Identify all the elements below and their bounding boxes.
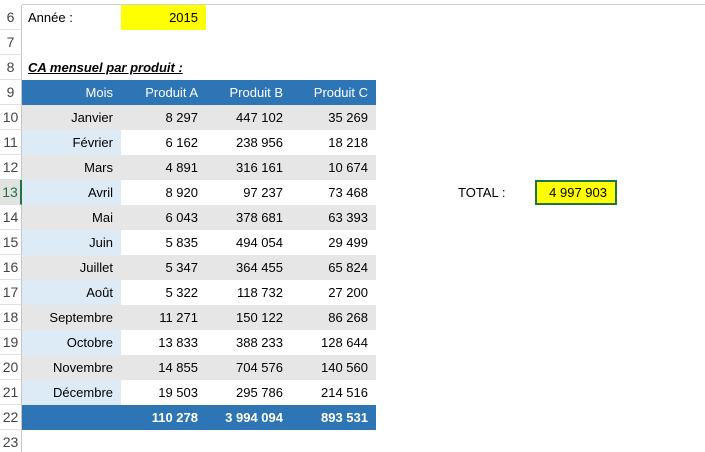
row-number[interactable]: 8 bbox=[0, 55, 22, 80]
value-cell[interactable]: 10 674 bbox=[291, 155, 376, 180]
value-cell[interactable]: 18 218 bbox=[291, 130, 376, 155]
value-cell[interactable]: 86 268 bbox=[291, 305, 376, 330]
value-cell[interactable]: 29 499 bbox=[291, 230, 376, 255]
table-header: Mois bbox=[22, 80, 121, 105]
row-number[interactable]: 21 bbox=[0, 380, 22, 405]
value-cell[interactable]: 19 503 bbox=[121, 380, 206, 405]
row-number[interactable]: 20 bbox=[0, 355, 22, 380]
value-cell[interactable]: 65 824 bbox=[291, 255, 376, 280]
value-cell[interactable]: 14 855 bbox=[121, 355, 206, 380]
value-cell[interactable]: 378 681 bbox=[206, 205, 291, 230]
month-cell[interactable]: Juin bbox=[22, 230, 121, 255]
value-cell[interactable]: 97 237 bbox=[206, 180, 291, 205]
table-header: Produit B bbox=[206, 80, 291, 105]
table-header: Produit A bbox=[121, 80, 206, 105]
row-number[interactable]: 19 bbox=[0, 330, 22, 355]
row-number[interactable]: 18 bbox=[0, 305, 22, 330]
month-cell[interactable]: Octobre bbox=[22, 330, 121, 355]
value-cell[interactable]: 140 560 bbox=[291, 355, 376, 380]
top-border bbox=[22, 4, 705, 5]
row-number[interactable]: 23 bbox=[0, 430, 22, 452]
value-cell[interactable]: 13 833 bbox=[121, 330, 206, 355]
total-cell: 110 278 bbox=[121, 405, 206, 430]
value-cell[interactable]: 6 162 bbox=[121, 130, 206, 155]
value-cell[interactable]: 388 233 bbox=[206, 330, 291, 355]
row-number[interactable]: 16 bbox=[0, 255, 22, 280]
year-value[interactable]: 2015 bbox=[121, 5, 206, 30]
table-header: Produit C bbox=[291, 80, 376, 105]
row-number[interactable]: 11 bbox=[0, 130, 22, 155]
value-cell[interactable]: 704 576 bbox=[206, 355, 291, 380]
value-cell[interactable]: 5 835 bbox=[121, 230, 206, 255]
value-cell[interactable]: 6 043 bbox=[121, 205, 206, 230]
row-number[interactable]: 7 bbox=[0, 30, 22, 55]
total-value[interactable]: 4 997 903 bbox=[535, 180, 617, 205]
row-number[interactable]: 17 bbox=[0, 280, 22, 305]
value-cell[interactable]: 11 271 bbox=[121, 305, 206, 330]
value-cell[interactable]: 364 455 bbox=[206, 255, 291, 280]
row-number[interactable]: 22 bbox=[0, 405, 22, 430]
value-cell[interactable]: 118 732 bbox=[206, 280, 291, 305]
value-cell[interactable]: 150 122 bbox=[206, 305, 291, 330]
total-cell: 3 994 094 bbox=[206, 405, 291, 430]
value-cell[interactable]: 128 644 bbox=[291, 330, 376, 355]
value-cell[interactable]: 238 956 bbox=[206, 130, 291, 155]
row-number[interactable]: 10 bbox=[0, 105, 22, 130]
month-cell[interactable]: Juillet bbox=[22, 255, 121, 280]
month-cell[interactable]: Avril bbox=[22, 180, 121, 205]
value-cell[interactable]: 73 468 bbox=[291, 180, 376, 205]
month-cell[interactable]: Mars bbox=[22, 155, 121, 180]
value-cell[interactable]: 447 102 bbox=[206, 105, 291, 130]
value-cell[interactable]: 316 161 bbox=[206, 155, 291, 180]
value-cell[interactable]: 295 786 bbox=[206, 380, 291, 405]
month-cell[interactable]: Mai bbox=[22, 205, 121, 230]
month-cell[interactable]: Août bbox=[22, 280, 121, 305]
total-label: TOTAL : bbox=[458, 185, 506, 200]
value-cell[interactable]: 35 269 bbox=[291, 105, 376, 130]
row-number[interactable]: 15 bbox=[0, 230, 22, 255]
row-number[interactable]: 13 bbox=[0, 180, 22, 205]
row-number[interactable]: 12 bbox=[0, 155, 22, 180]
total-row-blank bbox=[22, 405, 121, 430]
month-cell[interactable]: Décembre bbox=[22, 380, 121, 405]
value-cell[interactable]: 214 516 bbox=[291, 380, 376, 405]
value-cell[interactable]: 4 891 bbox=[121, 155, 206, 180]
month-cell[interactable]: Septembre bbox=[22, 305, 121, 330]
total-cell: 893 531 bbox=[291, 405, 376, 430]
table-title: CA mensuel par produit : bbox=[28, 60, 183, 75]
value-cell[interactable]: 494 054 bbox=[206, 230, 291, 255]
month-cell[interactable]: Janvier bbox=[22, 105, 121, 130]
row-number[interactable]: 14 bbox=[0, 205, 22, 230]
row-number[interactable]: 6 bbox=[0, 5, 22, 30]
value-cell[interactable]: 27 200 bbox=[291, 280, 376, 305]
value-cell[interactable]: 5 347 bbox=[121, 255, 206, 280]
value-cell[interactable]: 8 297 bbox=[121, 105, 206, 130]
month-cell[interactable]: Novembre bbox=[22, 355, 121, 380]
value-cell[interactable]: 63 393 bbox=[291, 205, 376, 230]
value-cell[interactable]: 8 920 bbox=[121, 180, 206, 205]
row-number[interactable]: 9 bbox=[0, 80, 22, 105]
value-cell[interactable]: 5 322 bbox=[121, 280, 206, 305]
year-label: Année : bbox=[28, 10, 73, 25]
month-cell[interactable]: Février bbox=[22, 130, 121, 155]
